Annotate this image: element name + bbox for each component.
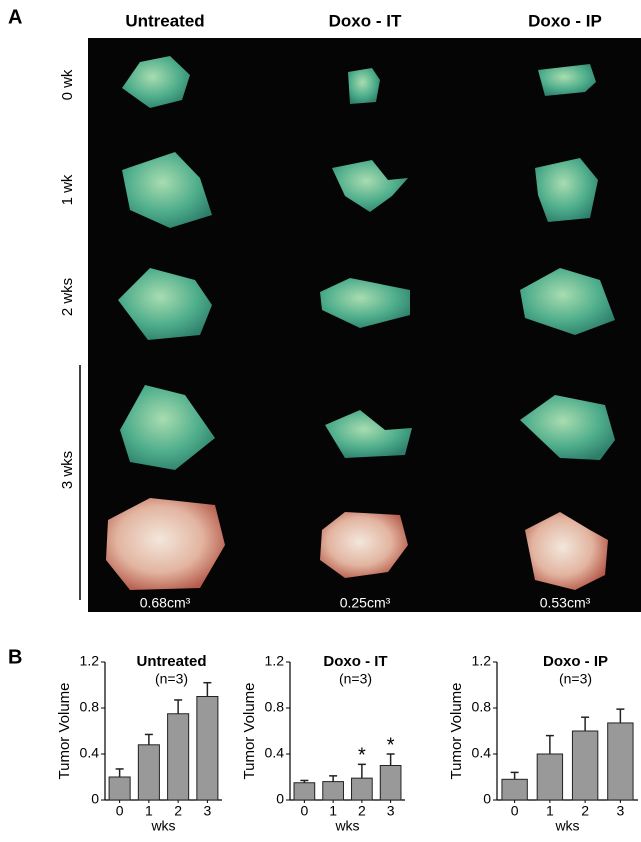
x-tick-label: 3 bbox=[616, 803, 624, 819]
figure: A Untreated Doxo - IT Doxo - IP 0 wk 1 w… bbox=[0, 0, 641, 837]
chart-subtitle: (n=3) bbox=[339, 671, 372, 687]
y-tick-label: 0 bbox=[276, 791, 284, 807]
bar bbox=[323, 782, 344, 800]
chart-subtitle: (n=3) bbox=[155, 671, 188, 687]
y-tick-label: 0.8 bbox=[80, 699, 100, 715]
x-tick-label: 2 bbox=[174, 803, 182, 819]
bar bbox=[109, 777, 130, 800]
x-tick-label: 0 bbox=[511, 803, 519, 819]
x-tick-label: 1 bbox=[546, 803, 554, 819]
bar bbox=[380, 766, 401, 801]
bar bbox=[537, 754, 562, 800]
y-tick-label: 0.8 bbox=[265, 699, 285, 715]
bar bbox=[352, 778, 373, 800]
x-tick-label: 1 bbox=[145, 803, 153, 819]
row-label: 1 wk bbox=[59, 174, 76, 205]
row-label: 0 wk bbox=[59, 69, 76, 100]
bar bbox=[168, 714, 189, 800]
column-header: Untreated bbox=[125, 11, 204, 30]
y-axis-label: Tumor Volume bbox=[56, 683, 73, 780]
x-tick-label: 1 bbox=[329, 803, 337, 819]
row-label: 2 wks bbox=[59, 278, 76, 316]
panel-label: A bbox=[8, 6, 22, 28]
column-header: Doxo - IP bbox=[528, 11, 602, 30]
row-label: 3 wks bbox=[59, 451, 76, 489]
x-tick-label: 2 bbox=[581, 803, 589, 819]
y-tick-label: 0.8 bbox=[472, 699, 492, 715]
x-tick-label: 3 bbox=[387, 803, 395, 819]
x-axis-label: wks bbox=[150, 818, 175, 834]
bar bbox=[138, 745, 159, 800]
y-axis-label: Tumor Volume bbox=[241, 683, 258, 780]
x-tick-label: 3 bbox=[203, 803, 211, 819]
x-axis-label: wks bbox=[334, 818, 359, 834]
y-tick-label: 0.4 bbox=[80, 745, 100, 761]
significance-marker: * bbox=[358, 745, 366, 767]
chart-title: Doxo - IP bbox=[543, 653, 608, 670]
chart-subtitle: (n=3) bbox=[559, 671, 592, 687]
chart-title: Untreated bbox=[136, 653, 206, 670]
y-tick-label: 0.4 bbox=[265, 745, 285, 761]
chart-title: Doxo - IT bbox=[323, 653, 387, 670]
bar bbox=[502, 779, 527, 800]
x-axis-label: wks bbox=[554, 818, 579, 834]
bar bbox=[197, 697, 218, 801]
significance-marker: * bbox=[387, 734, 395, 756]
y-tick-label: 1.2 bbox=[472, 653, 492, 669]
y-tick-label: 1.2 bbox=[265, 653, 285, 669]
panel-label: B bbox=[8, 646, 22, 668]
bar bbox=[294, 783, 315, 800]
column-header: Doxo - IT bbox=[329, 11, 402, 30]
bar bbox=[572, 731, 597, 800]
y-tick-label: 0 bbox=[483, 791, 491, 807]
y-tick-label: 0.4 bbox=[472, 745, 492, 761]
y-axis-label: Tumor Volume bbox=[448, 683, 465, 780]
volume-label: 0.53cm³ bbox=[540, 595, 591, 611]
x-tick-label: 0 bbox=[116, 803, 124, 819]
y-tick-label: 0 bbox=[91, 791, 99, 807]
x-tick-label: 2 bbox=[358, 803, 366, 819]
volume-label: 0.25cm³ bbox=[340, 595, 391, 611]
bar bbox=[608, 723, 633, 800]
volume-label: 0.68cm³ bbox=[140, 595, 191, 611]
x-tick-label: 0 bbox=[300, 803, 308, 819]
y-tick-label: 1.2 bbox=[80, 653, 100, 669]
